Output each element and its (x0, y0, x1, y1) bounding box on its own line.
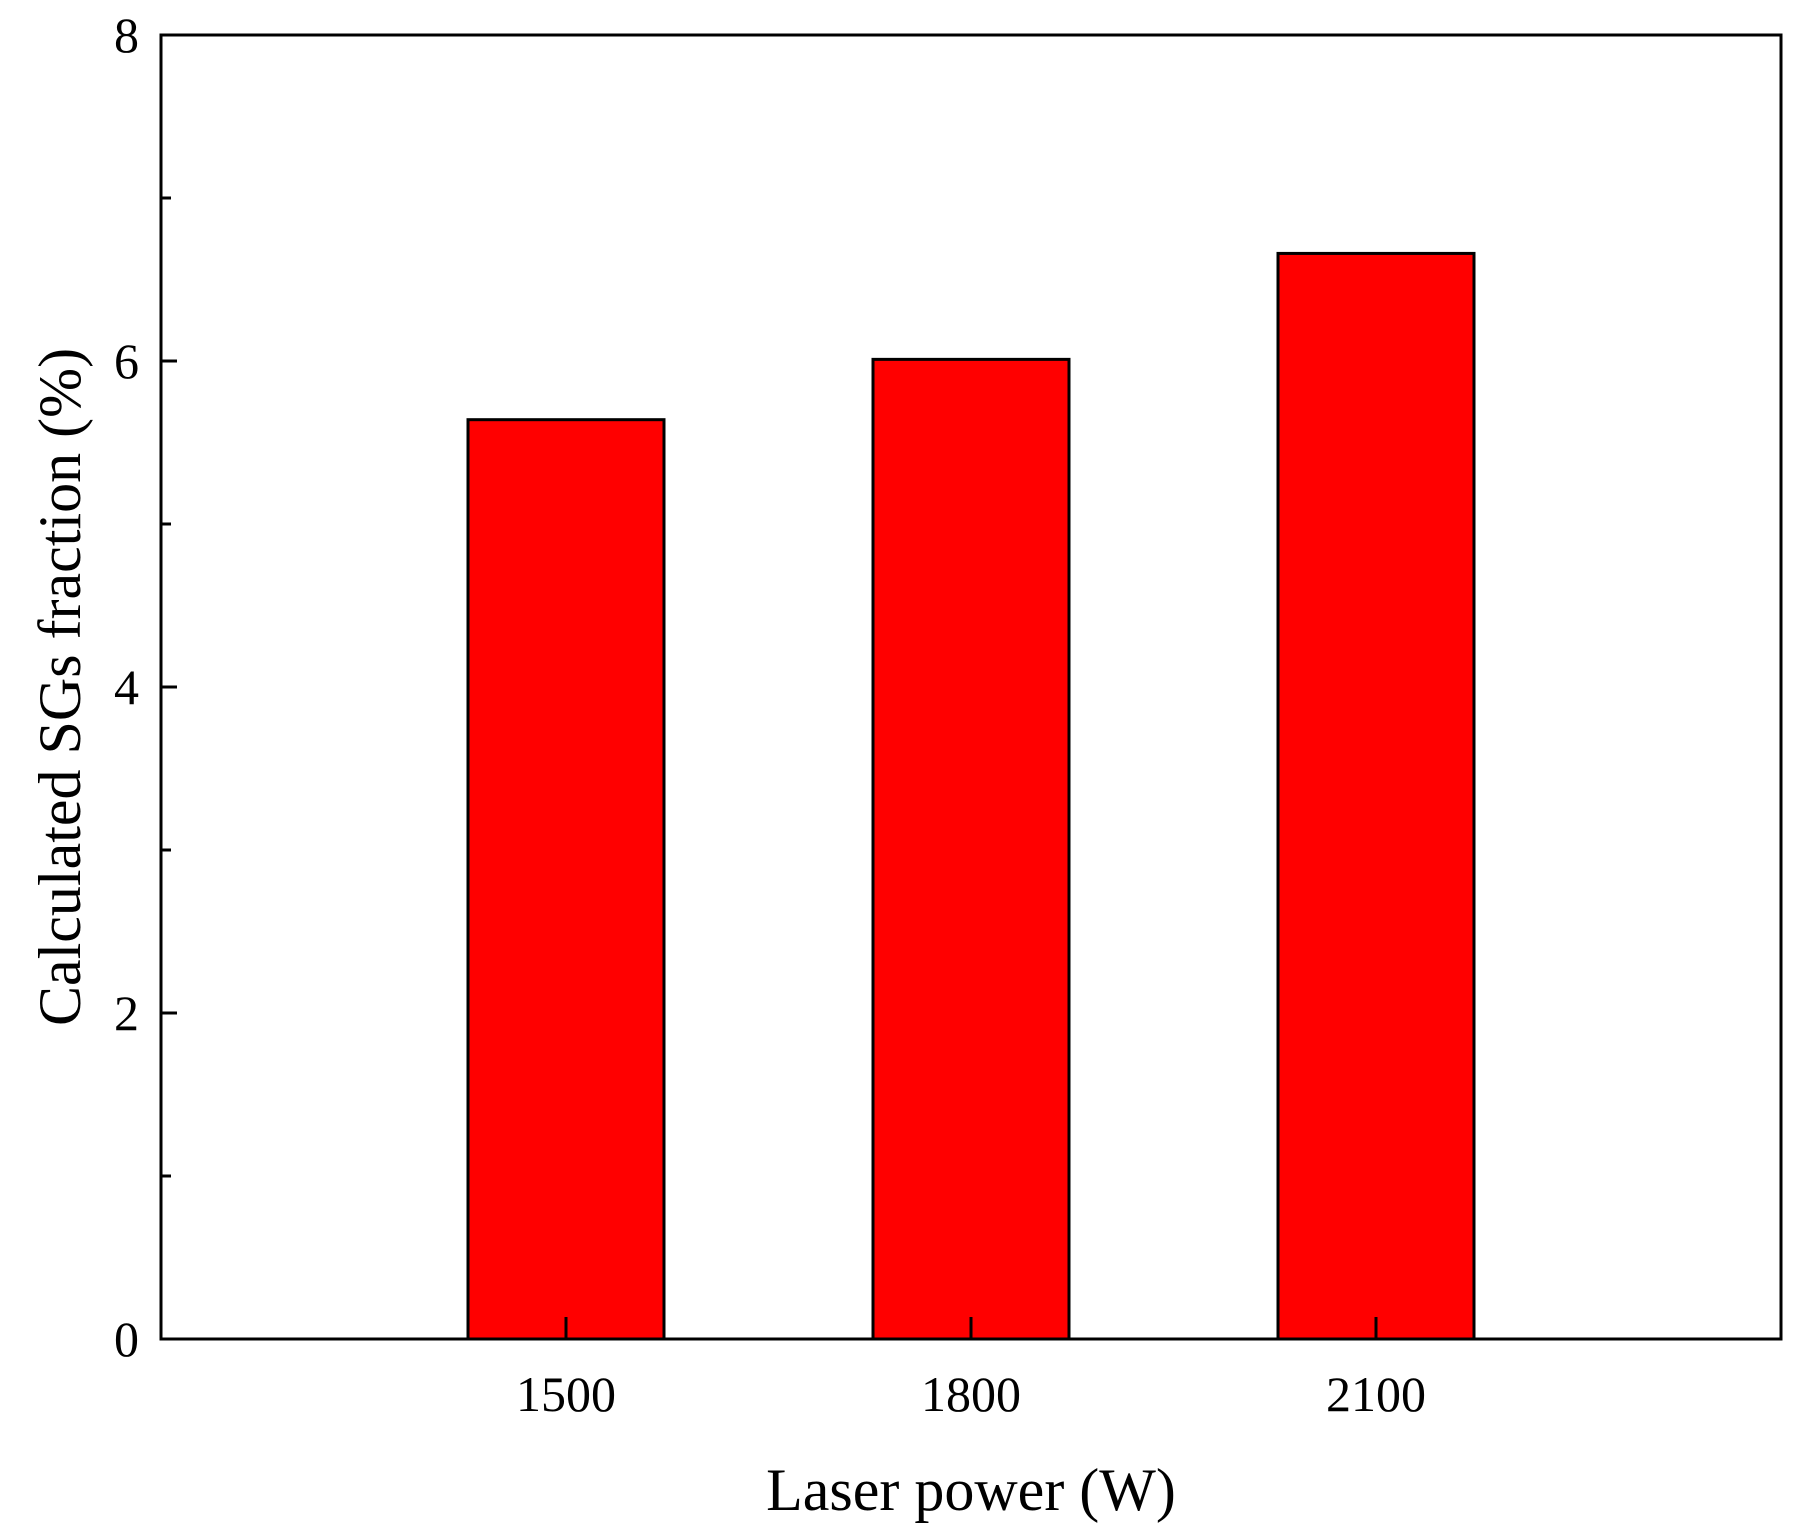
x-axis-title: Laser power (W) (766, 1457, 1176, 1523)
y-tick-label-0: 0 (114, 1311, 139, 1367)
y-tick-label-2: 2 (114, 985, 139, 1041)
y-tick-label-6: 6 (114, 333, 139, 389)
x-axis-ticks (564, 1317, 1378, 1339)
bar-1500 (466, 418, 666, 1341)
bars-group (466, 251, 1476, 1341)
x-tick-label-2100: 2100 (1326, 1366, 1426, 1422)
y-axis-ticks (161, 33, 177, 1341)
bar-1800 (871, 357, 1071, 1341)
y-axis-title: Calculated SGs fraction (%) (27, 348, 93, 1026)
y-tick-label-8: 8 (114, 7, 139, 63)
x-axis-tick-labels: 1500 1800 2100 (516, 1366, 1426, 1422)
bar-2100 (1276, 251, 1476, 1341)
plot-area-frame (159, 33, 1783, 1341)
y-axis-tick-labels: 0 2 4 6 8 (114, 7, 139, 1367)
x-tick-label-1500: 1500 (516, 1366, 616, 1422)
y-tick-label-4: 4 (114, 659, 139, 715)
x-tick-label-1800: 1800 (921, 1366, 1021, 1422)
